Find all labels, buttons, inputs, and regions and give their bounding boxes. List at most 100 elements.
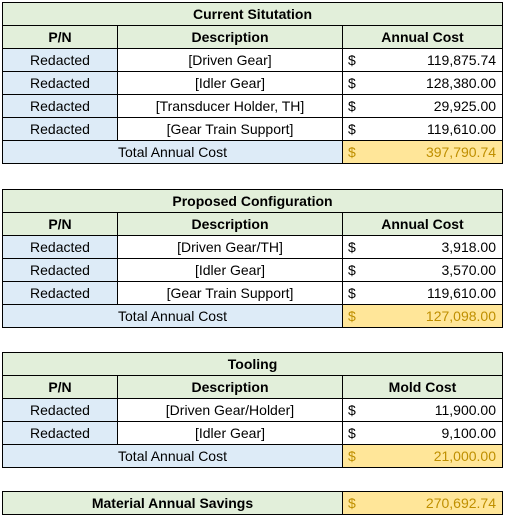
description: [Driven Gear/Holder] <box>117 398 343 422</box>
title-row: Proposed Configuration <box>2 189 503 213</box>
part-number: Redacted <box>2 48 118 72</box>
currency-symbol: $ <box>348 98 356 114</box>
cost-table: Current Situtation P/N Description Annual C… <box>1 2 504 164</box>
part-number: Redacted <box>2 421 118 445</box>
amount: 11,900.00 <box>434 402 496 418</box>
money-cell: $127,098.00 <box>344 308 502 324</box>
header-row: P/N Description Mold Cost <box>2 375 503 399</box>
title-row: Current Situtation <box>1 2 504 26</box>
total-label: Total Annual Cost <box>2 444 343 468</box>
amount: 3,918.00 <box>441 239 497 255</box>
description: [Driven Gear/TH] <box>117 235 343 259</box>
cost: $11,900.00 <box>342 398 503 422</box>
money-cell: $29,925.00 <box>344 98 502 114</box>
description: [Gear Train Support] <box>117 117 343 141</box>
amount: 21,000.00 <box>433 448 496 464</box>
description: [Gear Train Support] <box>117 281 343 305</box>
amount: 119,610.00 <box>426 285 496 301</box>
amount: 397,790.74 <box>425 144 497 160</box>
header-row: P/N Description Annual Cost <box>2 212 503 236</box>
money-cell: $3,918.00 <box>344 239 502 255</box>
total-value: $397,790.74 <box>341 140 504 164</box>
savings-table: Material Annual Savings $270,692.74 <box>2 491 503 515</box>
cost: $119,610.00 <box>342 281 503 305</box>
money-cell: $119,875.74 <box>344 52 502 68</box>
column-header: Description <box>117 212 343 236</box>
total-row: Total Annual Cost $21,000.00 <box>2 444 503 468</box>
column-header: Description <box>117 375 343 399</box>
description: [Transducer Holder, TH] <box>117 94 343 118</box>
total-row: Total Annual Cost $127,098.00 <box>2 304 503 328</box>
total-row: Total Annual Cost $397,790.74 <box>2 140 504 164</box>
cost: $29,925.00 <box>341 94 504 118</box>
total-label: Total Annual Cost <box>2 140 343 164</box>
description: [Idler Gear] <box>117 71 343 95</box>
part-number: Redacted <box>2 398 118 422</box>
cost: $128,380.00 <box>341 71 504 95</box>
part-number: Redacted <box>2 281 118 305</box>
part-number: Redacted <box>2 235 118 259</box>
amount: 3,570.00 <box>441 262 497 278</box>
currency-symbol: $ <box>348 495 356 511</box>
currency-symbol: $ <box>348 75 356 91</box>
description: [Driven Gear] <box>117 48 343 72</box>
cost: $9,100.00 <box>342 421 503 445</box>
title-row: Tooling <box>2 352 503 376</box>
column-header: Annual Cost <box>341 25 504 49</box>
currency-symbol: $ <box>348 448 356 464</box>
amount: 119,875.74 <box>427 52 497 68</box>
data-row: Redacted [Idler Gear] $128,380.00 <box>2 71 504 95</box>
currency-symbol: $ <box>348 144 356 160</box>
total-value: $21,000.00 <box>342 444 503 468</box>
money-cell: $270,692.74 <box>344 495 502 511</box>
currency-symbol: $ <box>348 402 356 418</box>
savings-label: Material Annual Savings <box>2 491 343 515</box>
description: [Idler Gear] <box>117 258 343 282</box>
amount: 9,100.00 <box>441 425 497 441</box>
column-header: P/N <box>2 375 118 399</box>
table-title: Current Situtation <box>1 2 504 26</box>
data-row: Redacted [Idler Gear] $3,570.00 <box>2 258 503 282</box>
cost: $3,918.00 <box>342 235 503 259</box>
column-header: P/N <box>2 212 118 236</box>
currency-symbol: $ <box>348 425 356 441</box>
money-cell: $11,900.00 <box>344 402 502 418</box>
part-number: Redacted <box>2 71 118 95</box>
column-header: Annual Cost <box>342 212 503 236</box>
money-cell: $9,100.00 <box>344 425 502 441</box>
part-number: Redacted <box>2 117 118 141</box>
money-cell: $397,790.74 <box>344 144 502 160</box>
currency-symbol: $ <box>348 308 356 324</box>
total-label: Total Annual Cost <box>2 304 343 328</box>
money-cell: $128,380.00 <box>344 75 502 91</box>
amount: 29,925.00 <box>433 98 497 114</box>
amount: 127,098.00 <box>425 308 496 324</box>
table-title: Proposed Configuration <box>2 189 503 213</box>
currency-symbol: $ <box>348 285 356 301</box>
column-header: Mold Cost <box>342 375 503 399</box>
cost: $119,610.00 <box>341 117 504 141</box>
money-cell: $3,570.00 <box>344 262 502 278</box>
currency-symbol: $ <box>348 121 356 137</box>
currency-symbol: $ <box>348 262 356 278</box>
savings-value: $270,692.74 <box>342 491 503 515</box>
cost-table: Tooling P/N Description Mold Cost Redacted [D… <box>2 352 503 468</box>
data-row: Redacted [Gear Train Support] $119,610.00 <box>2 281 503 305</box>
header-row: P/N Description Annual Cost <box>2 25 504 49</box>
savings-row: Material Annual Savings $270,692.74 <box>2 491 503 515</box>
table-title: Tooling <box>2 352 503 376</box>
cost: $3,570.00 <box>342 258 503 282</box>
part-number: Redacted <box>2 94 118 118</box>
cost-table: Proposed Configuration P/N Description Annu… <box>2 189 503 328</box>
data-row: Redacted [Driven Gear] $119,875.74 <box>2 48 504 72</box>
column-header: Description <box>117 25 343 49</box>
data-row: Redacted [Transducer Holder, TH] $29,925.0… <box>2 94 504 118</box>
description: [Idler Gear] <box>117 421 343 445</box>
part-number: Redacted <box>2 258 118 282</box>
money-cell: $119,610.00 <box>344 285 502 301</box>
amount: 128,380.00 <box>425 75 497 91</box>
amount: 270,692.74 <box>425 495 496 511</box>
total-value: $127,098.00 <box>342 304 503 328</box>
column-header: P/N <box>2 25 118 49</box>
